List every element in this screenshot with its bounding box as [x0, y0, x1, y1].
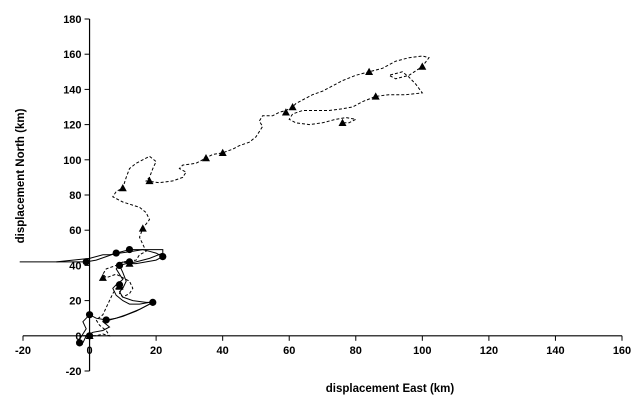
x-tick-label: 40: [217, 345, 229, 357]
circle-marker: [85, 332, 94, 340]
y-tick-label: -20: [66, 366, 82, 378]
circle-marker: [125, 258, 134, 266]
circle-marker: [159, 253, 167, 261]
x-tick-label: 0: [86, 345, 92, 357]
y-tick-label: 20: [69, 296, 81, 308]
y-tick-label: 60: [69, 225, 81, 237]
circle-marker: [115, 281, 124, 289]
y-tick-label: 80: [69, 190, 81, 202]
circle-marker: [75, 339, 84, 347]
y-tick-label: 120: [63, 120, 81, 132]
triangle-marker: [145, 176, 154, 185]
tick-labels: -20 0 20 40 60 80 100 120 140 160 -20 0 20 40 60 80 100 1…: [15, 14, 631, 378]
y-tick-label: 180: [63, 14, 81, 26]
triangle-marker: [98, 273, 107, 281]
x-tick-label: -20: [15, 345, 31, 357]
triangle-marker: [371, 92, 380, 100]
y-axis-title: displacement North (km): [15, 108, 27, 243]
triangle-marker: [118, 184, 127, 192]
triangle-marker: [418, 62, 427, 70]
circle-marker: [102, 316, 110, 324]
y-tick-label: 160: [63, 49, 81, 61]
circle-marker: [115, 261, 124, 269]
circle-marker: [125, 245, 134, 254]
series-line-1: [19, 249, 164, 340]
y-tick-label: 40: [69, 260, 81, 272]
triangle-marker: [338, 118, 347, 126]
circle-marker: [82, 258, 90, 266]
circle-marker: [149, 298, 157, 306]
x-tick-label: 160: [613, 345, 631, 357]
triangle-marker: [218, 148, 227, 156]
axes: [22, 18, 623, 372]
marker-layer: [75, 62, 427, 347]
x-tick-label: 140: [546, 345, 564, 357]
x-tick-label: 80: [350, 345, 362, 357]
circle-marker: [85, 311, 94, 319]
x-axis-title: displacement East (km): [326, 383, 455, 395]
y-tick-label: 140: [63, 84, 81, 96]
circle-marker: [112, 249, 120, 257]
triangle-marker: [202, 154, 210, 162]
y-tick-label: 100: [63, 155, 81, 167]
x-tick-label: 120: [480, 345, 498, 357]
triangle-marker: [281, 108, 290, 116]
triangle-marker: [138, 224, 147, 232]
x-tick-label: 20: [150, 345, 162, 357]
triangle-marker: [288, 103, 297, 111]
triangle-marker: [365, 67, 374, 75]
x-tick-label: 60: [283, 345, 295, 357]
y-tick-label: 0: [75, 331, 81, 343]
x-tick-label: 100: [413, 345, 431, 357]
